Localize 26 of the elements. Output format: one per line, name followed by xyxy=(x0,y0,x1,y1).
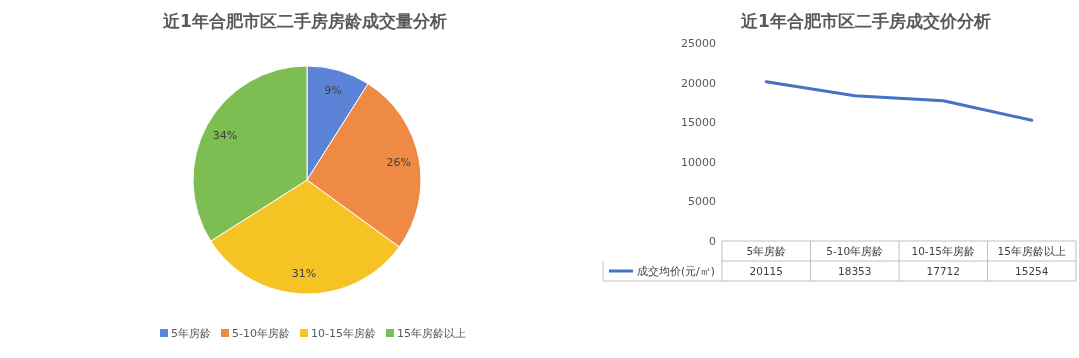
data-label: 15254 xyxy=(1015,265,1049,277)
data-label: 26% xyxy=(386,156,412,170)
data-label: 18353 xyxy=(838,265,872,277)
legend-label: 5-10年房龄 xyxy=(232,327,290,340)
legend-label: 15年房龄以上 xyxy=(396,327,466,340)
data-label: 20115 xyxy=(749,265,783,277)
data-label: 34% xyxy=(212,128,238,142)
y-tick-label: 5000 xyxy=(688,195,716,209)
chart-title: 近1年合肥市区二手房成交价分析 xyxy=(740,11,991,31)
legend-label: 5年房龄 xyxy=(171,327,211,340)
y-tick-label: 20000 xyxy=(681,76,716,90)
chart-title: 近1年合肥市区二手房房龄成交量分析 xyxy=(162,11,447,31)
data-label: 31% xyxy=(291,267,317,281)
x-tick-label: 15年房龄以上 xyxy=(997,245,1066,257)
y-tick-label: 10000 xyxy=(681,155,716,169)
line-series xyxy=(764,80,1034,122)
legend-label: 10-15年房龄 xyxy=(310,327,376,340)
y-tick-label: 0 xyxy=(709,235,716,248)
x-tick-label: 5-10年房龄 xyxy=(826,245,884,257)
x-tick-label: 5年房龄 xyxy=(746,245,787,257)
x-tick-label: 10-15年房龄 xyxy=(911,245,976,257)
y-tick-label: 15000 xyxy=(681,116,716,130)
data-label: 17712 xyxy=(926,265,960,277)
data-label: 9% xyxy=(324,84,342,98)
y-tick-label: 25000 xyxy=(681,37,716,50)
legend-label: 成交均价(元/㎡) xyxy=(637,265,715,277)
